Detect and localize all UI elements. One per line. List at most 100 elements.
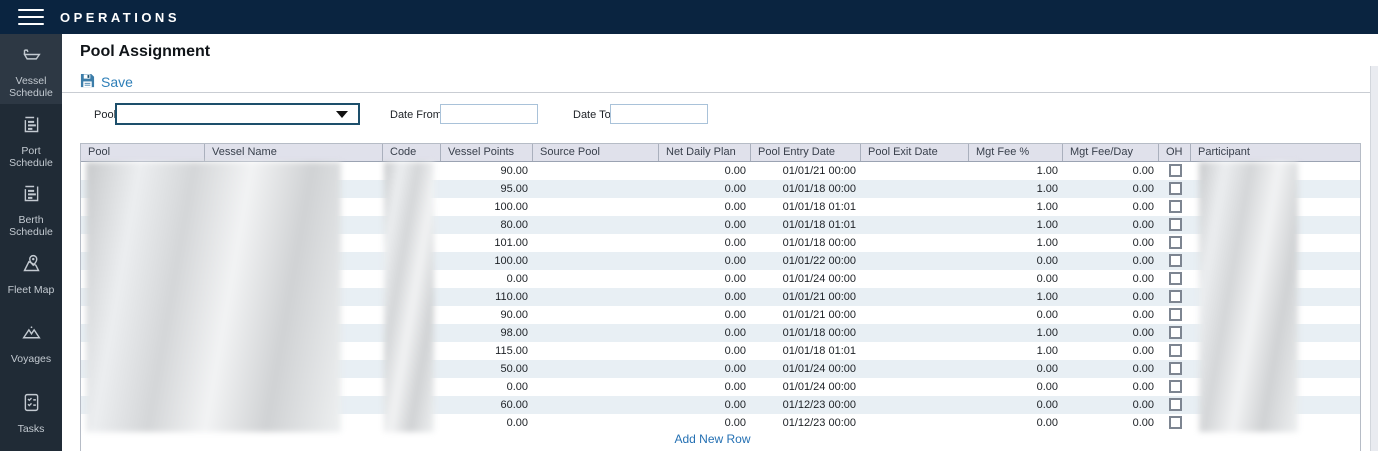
save-button-label: Save	[101, 74, 133, 90]
cell-vessel-points: 80.00	[500, 219, 528, 231]
oh-checkbox[interactable]	[1168, 308, 1182, 321]
oh-checkbox[interactable]	[1168, 182, 1182, 195]
cell-pool-entry-date: 01/01/24 00:00	[782, 381, 856, 393]
cell-mgt-fee-day: 0.00	[1132, 345, 1154, 357]
cell-oh	[1159, 270, 1191, 288]
cell-net-daily-plan: 0.00	[724, 399, 746, 411]
column-header-net-daily-plan[interactable]: Net Daily Plan	[659, 144, 751, 161]
sidebar-item-vessel-schedule[interactable]: Vessel Schedule	[0, 34, 62, 104]
cell-oh	[1159, 378, 1191, 396]
cell-source-pool	[533, 288, 659, 306]
top-app-bar: OPERATIONS	[0, 0, 1378, 34]
oh-checkbox[interactable]	[1168, 416, 1182, 429]
vertical-scrollbar[interactable]	[1370, 66, 1378, 451]
sidebar-item-tasks[interactable]: Tasks	[0, 382, 62, 451]
cell-vessel-points: 115.00	[495, 345, 528, 357]
cell-mgt-fee-day: 0.00	[1132, 291, 1154, 303]
cell-source-pool	[533, 414, 659, 432]
cell-pool-entry-date: 01/01/24 00:00	[782, 273, 856, 285]
oh-checkbox[interactable]	[1168, 290, 1182, 303]
column-header-mgt-fee-day[interactable]: Mgt Fee/Day	[1063, 144, 1159, 161]
column-header-pool-entry-date[interactable]: Pool Entry Date	[751, 144, 861, 161]
hamburger-menu-icon[interactable]	[18, 9, 44, 25]
oh-checkbox[interactable]	[1168, 398, 1182, 411]
column-header-pool[interactable]: Pool	[81, 144, 205, 161]
cell-pool-entry-date: 01/01/18 00:00	[782, 237, 856, 249]
cell-pool-entry-date: 01/01/21 00:00	[782, 309, 856, 321]
pool-select-dropdown[interactable]	[115, 103, 360, 125]
oh-checkbox[interactable]	[1168, 380, 1182, 393]
cell-mgt-fee-pct: 0.00	[1036, 309, 1058, 321]
column-header-pool-exit-date[interactable]: Pool Exit Date	[861, 144, 969, 161]
filter-bar: Pool Date From Date To	[62, 102, 1378, 132]
cell-source-pool	[533, 252, 659, 270]
cell-oh	[1159, 396, 1191, 414]
oh-checkbox[interactable]	[1168, 362, 1182, 375]
column-header-vessel-points[interactable]: Vessel Points	[441, 144, 533, 161]
add-new-row-link[interactable]: Add New Row	[674, 432, 751, 446]
oh-checkbox[interactable]	[1168, 164, 1182, 177]
cell-vessel-points: 0.00	[506, 417, 528, 429]
cell-oh	[1159, 342, 1191, 360]
oh-checkbox[interactable]	[1168, 326, 1182, 339]
cell-net-daily-plan: 0.00	[724, 309, 746, 321]
sidebar-item-label: Tasks	[17, 422, 45, 435]
cell-pool-exit-date	[861, 198, 969, 216]
cell-source-pool	[533, 360, 659, 378]
cell-mgt-fee-day: 0.00	[1132, 237, 1154, 249]
oh-checkbox[interactable]	[1168, 200, 1182, 213]
oh-checkbox[interactable]	[1168, 218, 1182, 231]
oh-checkbox[interactable]	[1168, 236, 1182, 249]
column-header-vessel-name[interactable]: Vessel Name	[205, 144, 383, 161]
column-header-mgt-fee-pct[interactable]: Mgt Fee %	[969, 144, 1063, 161]
cell-vessel-points: 0.00	[506, 273, 528, 285]
sidebar-item-voyages[interactable]: Voyages	[0, 312, 62, 382]
redaction-blur-pool-vessel	[86, 162, 341, 432]
map-pin-icon	[21, 253, 42, 279]
cell-pool-exit-date	[861, 180, 969, 198]
cell-mgt-fee-day: 0.00	[1132, 201, 1154, 213]
sidebar-item-port-schedule[interactable]: Port Schedule	[0, 104, 62, 174]
save-button[interactable]: Save	[80, 73, 133, 91]
sidebar-item-label: Voyages	[10, 353, 52, 365]
column-header-participant[interactable]: Participant	[1198, 146, 1250, 158]
column-header-code[interactable]: Code	[383, 144, 441, 161]
main-content: Pool Assignment Save Pool Date From Date…	[62, 34, 1378, 451]
sidebar-nav: Vessel Schedule Port Schedule Berth Sche…	[0, 34, 62, 451]
oh-checkbox[interactable]	[1168, 344, 1182, 357]
cell-source-pool	[533, 198, 659, 216]
sidebar-item-label: Fleet Map	[7, 283, 55, 296]
oh-checkbox[interactable]	[1168, 272, 1182, 285]
sidebar-item-berth-schedule[interactable]: Berth Schedule	[0, 173, 62, 243]
cell-oh	[1159, 414, 1191, 432]
cell-net-daily-plan: 0.00	[724, 363, 746, 375]
cell-source-pool	[533, 396, 659, 414]
cell-net-daily-plan: 0.00	[724, 381, 746, 393]
date-to-input[interactable]	[610, 104, 708, 124]
cell-mgt-fee-pct: 1.00	[1036, 327, 1058, 339]
column-header-oh[interactable]: OH	[1159, 144, 1191, 161]
date-from-input[interactable]	[440, 104, 538, 124]
oh-checkbox[interactable]	[1168, 254, 1182, 267]
cell-mgt-fee-day: 0.00	[1132, 417, 1154, 429]
redaction-blur-participant	[1199, 162, 1298, 432]
cell-oh	[1159, 324, 1191, 342]
cell-vessel-points: 95.00	[500, 183, 528, 195]
cell-mgt-fee-day: 0.00	[1132, 363, 1154, 375]
cell-pool-exit-date	[861, 234, 969, 252]
cell-pool-entry-date: 01/12/23 00:00	[782, 417, 856, 429]
cell-mgt-fee-day: 0.00	[1132, 399, 1154, 411]
checklist-icon	[21, 392, 42, 418]
cell-pool-exit-date	[861, 414, 969, 432]
cell-oh	[1159, 252, 1191, 270]
cell-mgt-fee-day: 0.00	[1132, 309, 1154, 321]
cell-pool-entry-date: 01/01/21 00:00	[782, 165, 856, 177]
cell-pool-entry-date: 01/01/21 00:00	[782, 291, 856, 303]
column-header-source-pool[interactable]: Source Pool	[533, 144, 659, 161]
chevron-down-icon	[336, 110, 348, 118]
cell-mgt-fee-pct: 0.00	[1036, 363, 1058, 375]
page-title: Pool Assignment	[80, 43, 211, 60]
sidebar-item-fleet-map[interactable]: Fleet Map	[0, 243, 62, 313]
cell-pool-exit-date	[861, 378, 969, 396]
cell-net-daily-plan: 0.00	[724, 183, 746, 195]
